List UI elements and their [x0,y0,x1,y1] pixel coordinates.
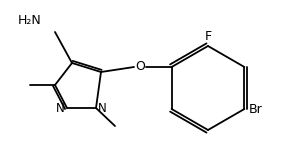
Text: F: F [205,30,212,43]
Text: H₂N: H₂N [18,13,42,26]
Text: Br: Br [249,103,262,116]
Text: N: N [56,103,65,116]
Text: N: N [98,103,107,116]
Text: O: O [135,60,145,74]
